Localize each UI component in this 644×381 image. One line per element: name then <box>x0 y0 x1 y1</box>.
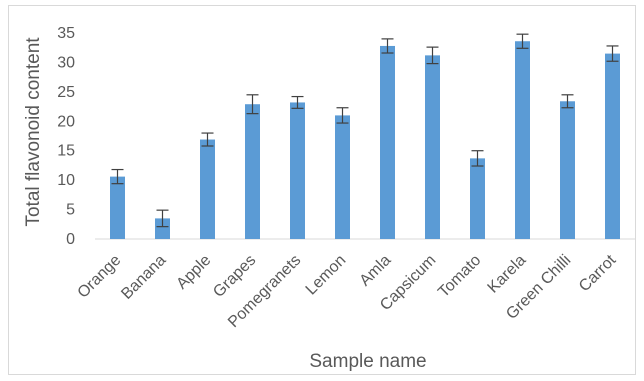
bars <box>110 41 620 240</box>
y-tick-labels: 0 5 10 15 20 25 30 35 <box>57 25 75 248</box>
bar <box>155 218 170 239</box>
bar <box>335 115 350 239</box>
x-tick-label: Karela <box>485 252 530 297</box>
bar <box>290 102 305 239</box>
bar <box>605 53 620 239</box>
x-tick-label: Carrot <box>576 251 620 295</box>
y-tick-label: 35 <box>57 25 75 42</box>
bar <box>515 41 530 239</box>
x-tick-label: Orange <box>75 252 125 302</box>
bar <box>425 55 440 239</box>
bar <box>200 139 215 239</box>
x-tick-label: Amla <box>357 252 395 290</box>
bar <box>380 45 395 239</box>
y-tick-label: 0 <box>66 231 75 248</box>
x-axis-title: Sample name <box>309 351 426 372</box>
y-tick-label: 30 <box>57 54 75 71</box>
bar <box>470 158 485 239</box>
y-tick-label: 10 <box>57 172 75 189</box>
y-tick-label: 20 <box>57 113 75 130</box>
x-tick-label: Banana <box>118 252 169 303</box>
bar <box>245 104 260 240</box>
error-bars <box>111 33 619 228</box>
bar <box>110 176 125 239</box>
x-tick-label: Apple <box>173 252 214 293</box>
chart-container: 0 5 10 15 20 25 30 35 Orange Banana Apple Grapes Po… <box>8 5 636 375</box>
x-tick-label: Tomato <box>435 252 484 301</box>
y-axis-title: Total flavonoid content <box>23 37 44 227</box>
x-tick-label: Lemon <box>303 252 350 299</box>
y-tick-label: 5 <box>66 202 75 219</box>
y-tick-label: 25 <box>57 84 75 101</box>
bar <box>560 101 575 239</box>
y-tick-label: 15 <box>57 143 75 160</box>
